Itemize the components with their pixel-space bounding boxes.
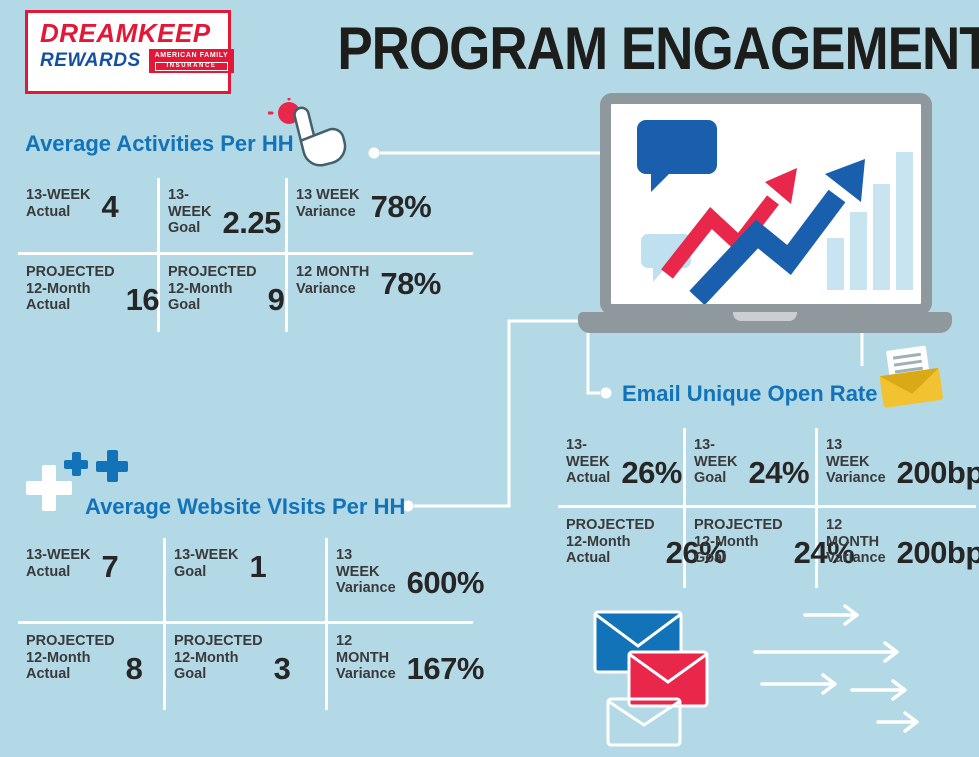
metric-value: 78%: [370, 188, 432, 224]
website-metrics-table: 13-WEEK Actual 7 13-WEEK Goal 1 13 WEEK Varianc…: [18, 538, 484, 710]
american-family-insurance-badge: AMERICAN FAMILY INSURANCE: [148, 49, 235, 73]
metric-value: 2.25: [222, 205, 282, 241]
activities-section-title: Average Activities Per HH: [25, 131, 294, 156]
metric-label: PROJECTED 12-Month Goal: [174, 633, 263, 683]
metric-cell: 13-WEEK Goal 2.25: [160, 178, 288, 255]
dreamkeep-rewards-logo: DREAMKEEP REWARDS AMERICAN FAMILY INSURA…: [25, 10, 235, 94]
metric-cell: PROJECTED 12-Month Goal 24%: [686, 508, 855, 588]
red-envelope-icon: [627, 650, 709, 708]
metric-label: 13-WEEK Goal: [168, 187, 212, 237]
metric-cell: 13-WEEK Actual 7: [18, 538, 166, 624]
metric-label: 12 MONTH Variance: [336, 633, 396, 683]
metric-cell: PROJECTED 12-Month Goal 3: [166, 624, 328, 710]
metric-label: 13-WEEK Goal: [174, 547, 239, 580]
metric-value: 26%: [665, 535, 727, 571]
metric-value: 600%: [406, 565, 485, 601]
metric-cell: PROJECTED 12-Month Goal 9: [160, 255, 288, 332]
metric-cell: 13 WEEK Variance 78%: [288, 178, 473, 255]
metric-label: 12 MONTH Variance: [296, 264, 370, 297]
metric-label: PROJECTED 12-Month Goal: [694, 517, 783, 567]
metric-label: 13 WEEK Variance: [296, 187, 360, 220]
metric-value: 1: [249, 548, 267, 584]
plus-icon: [96, 450, 128, 482]
badge-insurance: INSURANCE: [154, 61, 229, 71]
activities-metrics-table: 13-WEEK Actual 4 13-WEEK Goal 2.25 13 WEEK Vari…: [18, 178, 473, 332]
metric-cell: PROJECTED 12-Month Actual 16: [18, 255, 160, 332]
logo-rewards-text: REWARDS: [40, 50, 141, 72]
metric-value: 16: [125, 282, 160, 318]
metric-label: 12 MONTH Variance: [826, 517, 886, 567]
metric-label: 13 WEEK Variance: [336, 547, 396, 597]
click-pointer-icon: [266, 94, 352, 174]
metric-label: 13 WEEK Variance: [826, 437, 886, 487]
metric-cell: 13-WEEK Goal 1: [166, 538, 328, 624]
laptop-screen-illustration: [600, 93, 932, 315]
metric-cell: 13 WEEK Variance 600%: [328, 538, 484, 624]
metric-label: 13-WEEK Actual: [26, 547, 91, 580]
metric-value: 26%: [621, 455, 682, 491]
metric-cell: 12 MONTH Variance 78%: [288, 255, 473, 332]
metric-value: 4: [101, 188, 119, 224]
open-envelope-icon: [872, 344, 948, 412]
metric-cell: PROJECTED 12-Month Actual 26%: [558, 508, 727, 588]
metric-label: PROJECTED 12-Month Actual: [566, 517, 655, 567]
website-section-title: Average Website VIsits Per HH: [85, 494, 406, 519]
right-arrows-icon: [753, 604, 919, 733]
metric-value: 200bps: [896, 535, 979, 571]
badge-american-family: AMERICAN FAMILY: [154, 52, 229, 60]
page-title: PROGRAM ENGAGEMENT: [337, 14, 979, 83]
plus-icon: [26, 465, 72, 511]
metric-cell: 12 MONTH Variance 167%: [328, 624, 484, 710]
metric-value: 3: [273, 651, 291, 687]
metric-cell: PROJECTED 12-Month Actual 8: [18, 624, 166, 710]
metric-value: 24%: [748, 455, 810, 491]
laptop-screen-chart: [637, 120, 913, 304]
metric-value: 78%: [380, 265, 441, 301]
logo-dreamkeep-text: DREAMKEEP: [40, 18, 211, 48]
metric-label: PROJECTED 12-Month Actual: [26, 264, 115, 314]
email-section-title: Email Unique Open Rate: [622, 381, 878, 406]
metric-cell: 13-WEEK Actual 26%: [558, 428, 686, 508]
metric-cell: 13-WEEK Actual 4: [18, 178, 160, 255]
metric-value: 200bps: [896, 455, 979, 491]
outline-envelope-icon: [606, 697, 682, 747]
laptop-notch: [733, 312, 797, 321]
plus-icon: [64, 452, 88, 476]
metric-cell: 13-WEEK Goal 24%: [686, 428, 818, 508]
metric-value: 167%: [406, 651, 485, 687]
metric-label: 13-WEEK Goal: [694, 437, 738, 487]
email-metrics-table: 13-WEEK Actual 26% 13-WEEK Goal 24% 13 WEEK Var…: [558, 428, 979, 588]
metric-label: 13-WEEK Actual: [26, 187, 91, 220]
metric-value: 8: [125, 651, 143, 687]
laptop-base: [578, 312, 952, 333]
metric-label: PROJECTED 12-Month Goal: [168, 264, 257, 314]
metric-label: 13-WEEK Actual: [566, 437, 611, 487]
metric-value: 9: [267, 282, 285, 318]
metric-label: PROJECTED 12-Month Actual: [26, 633, 115, 683]
metric-value: 7: [101, 548, 119, 584]
metric-value: 24%: [793, 535, 855, 571]
